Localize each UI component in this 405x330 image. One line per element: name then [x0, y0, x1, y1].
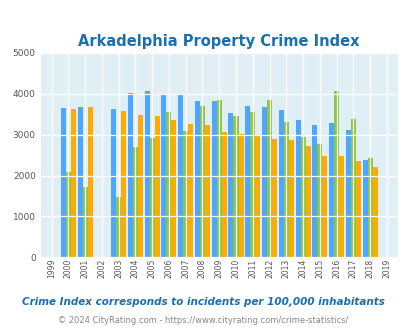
Bar	[350, 119, 355, 257]
Bar	[367, 158, 372, 257]
Title: Arkadelphia Property Crime Index: Arkadelphia Property Crime Index	[78, 34, 359, 49]
Bar	[166, 112, 171, 257]
Bar	[283, 121, 288, 257]
Bar	[77, 107, 82, 257]
Bar	[372, 167, 377, 257]
Bar	[238, 134, 243, 257]
Bar	[305, 146, 310, 257]
Bar	[138, 115, 143, 257]
Bar	[317, 145, 322, 257]
Bar	[171, 120, 176, 257]
Bar	[154, 116, 159, 257]
Bar	[205, 125, 209, 257]
Bar	[161, 95, 166, 257]
Text: Crime Index corresponds to incidents per 100,000 inhabitants: Crime Index corresponds to incidents per…	[21, 297, 384, 307]
Bar	[311, 125, 317, 257]
Bar	[70, 109, 76, 257]
Bar	[328, 123, 333, 257]
Bar	[271, 139, 277, 257]
Bar	[362, 160, 367, 257]
Bar	[128, 93, 132, 257]
Bar	[295, 120, 300, 257]
Bar	[245, 106, 249, 257]
Bar	[132, 147, 138, 257]
Bar	[211, 102, 216, 257]
Bar	[221, 132, 226, 257]
Bar	[266, 100, 271, 257]
Bar	[116, 197, 121, 257]
Bar	[199, 106, 205, 257]
Bar	[66, 172, 70, 257]
Bar	[333, 91, 338, 257]
Bar	[194, 101, 199, 257]
Bar	[261, 107, 266, 257]
Bar	[178, 95, 183, 257]
Bar	[249, 112, 255, 257]
Bar	[149, 138, 154, 257]
Bar	[322, 155, 326, 257]
Bar	[338, 156, 343, 257]
Bar	[82, 187, 87, 257]
Bar	[87, 107, 92, 257]
Bar	[111, 109, 116, 257]
Bar	[300, 137, 305, 257]
Bar	[278, 110, 283, 257]
Bar	[228, 113, 233, 257]
Bar	[288, 140, 293, 257]
Text: © 2024 CityRating.com - https://www.cityrating.com/crime-statistics/: © 2024 CityRating.com - https://www.city…	[58, 316, 347, 325]
Bar	[61, 108, 66, 257]
Bar	[255, 136, 260, 257]
Bar	[121, 111, 126, 257]
Bar	[345, 130, 350, 257]
Bar	[233, 116, 238, 257]
Bar	[144, 91, 149, 257]
Bar	[183, 131, 188, 257]
Bar	[188, 124, 193, 257]
Bar	[216, 100, 221, 257]
Bar	[355, 161, 360, 257]
